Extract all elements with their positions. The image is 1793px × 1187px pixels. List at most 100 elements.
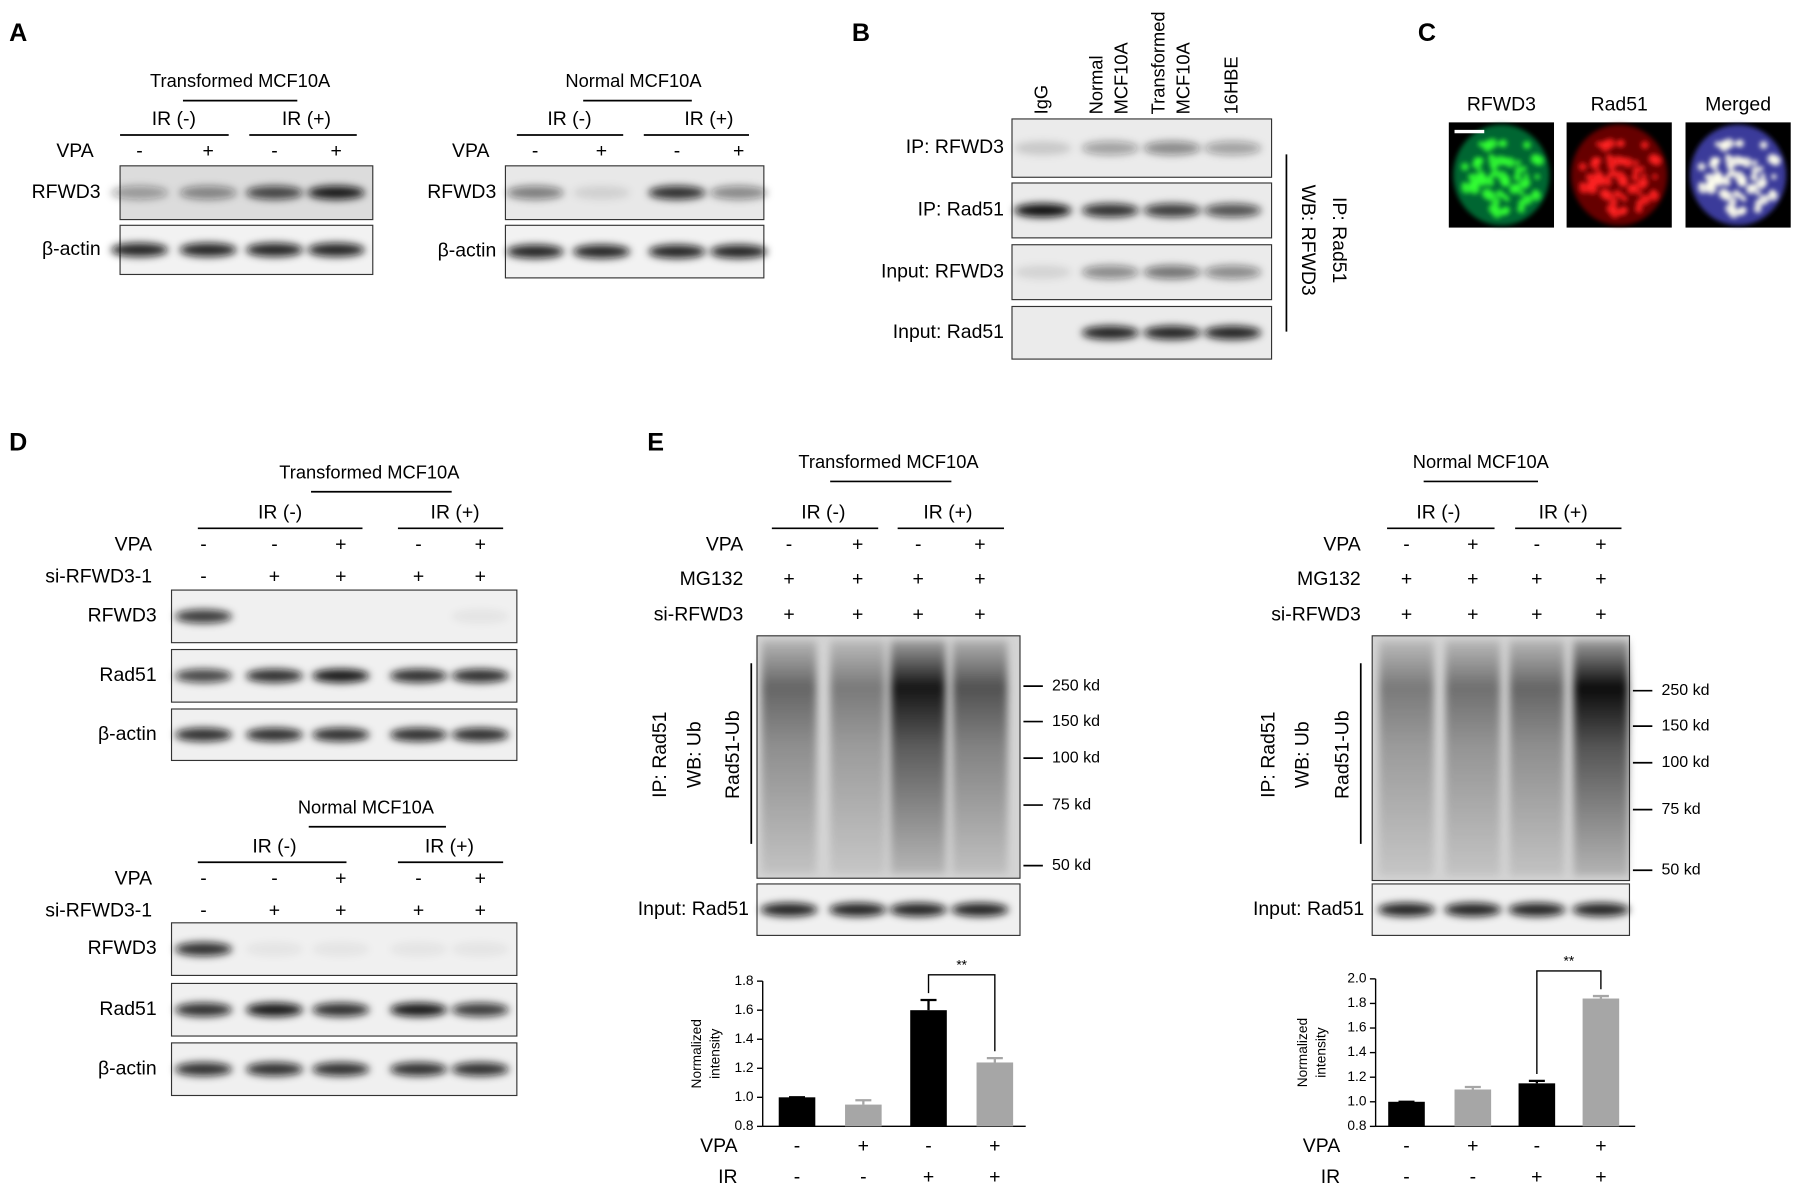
condition-sign: + xyxy=(989,1166,1000,1187)
focus xyxy=(1606,153,1612,160)
band xyxy=(312,727,370,742)
blot-bands xyxy=(174,609,509,624)
side-label: Rad51-Ub xyxy=(722,710,744,799)
y-tick-label: 1.0 xyxy=(734,1089,753,1104)
focus xyxy=(1767,190,1778,201)
lane-label: Transformed xyxy=(1147,11,1168,114)
foci xyxy=(1697,138,1781,219)
condition-sign: + xyxy=(335,900,346,922)
focus xyxy=(1492,207,1503,219)
lane-label: 16HBE xyxy=(1221,56,1242,114)
band xyxy=(389,727,448,742)
focus xyxy=(1758,194,1770,205)
band xyxy=(1143,265,1201,280)
band-label: β-actin xyxy=(98,1057,157,1079)
condition-label: VPA xyxy=(700,1135,737,1157)
marker-label: 50 kd xyxy=(1661,861,1700,878)
group-label: IR (+) xyxy=(431,502,480,524)
condition-sign: - xyxy=(786,534,792,556)
side-label: WB: RFWD3 xyxy=(1297,185,1319,296)
condition-sign: - xyxy=(532,140,538,162)
smear xyxy=(952,640,1008,874)
condition-sign: + xyxy=(974,534,985,556)
focus xyxy=(1771,173,1777,180)
focus xyxy=(1734,140,1741,147)
y-tick-label: 1.4 xyxy=(734,1031,753,1046)
bar xyxy=(1454,1089,1492,1127)
focus xyxy=(1738,206,1747,215)
lane-label: MCF10A xyxy=(1172,41,1193,114)
y-tick-label: 1.8 xyxy=(1347,995,1366,1010)
focus xyxy=(1710,156,1719,165)
band xyxy=(312,942,370,956)
focus xyxy=(1755,190,1761,196)
condition-label: VPA xyxy=(452,140,489,162)
focus xyxy=(1752,159,1758,166)
band xyxy=(312,1062,370,1077)
band-label: β-actin xyxy=(98,723,157,745)
condition-label: si-RFWD3-1 xyxy=(45,566,152,588)
blot-bands xyxy=(1014,141,1262,155)
side-label: IP: Rad51 xyxy=(649,712,671,798)
band xyxy=(648,244,706,259)
condition-sign: - xyxy=(1403,534,1409,556)
condition-sign: + xyxy=(733,140,744,162)
blot-title: Transformed MCF10A xyxy=(798,451,979,472)
focus xyxy=(1759,173,1766,179)
focus xyxy=(1522,141,1531,150)
image-label: Rad51 xyxy=(1591,93,1648,115)
focus xyxy=(1750,173,1759,182)
focus xyxy=(1485,190,1496,202)
band xyxy=(648,185,706,200)
blot-title: Transformed MCF10A xyxy=(279,461,460,482)
marker-label: 50 kd xyxy=(1052,857,1091,874)
significance-label: ** xyxy=(956,957,967,972)
band xyxy=(710,244,768,259)
condition-sign: - xyxy=(271,140,277,162)
marker-label: 100 kd xyxy=(1052,749,1100,766)
lane-label: IgG xyxy=(1031,85,1052,114)
y-tick-label: 0.8 xyxy=(1347,1118,1366,1133)
band xyxy=(174,609,233,624)
focus xyxy=(1496,170,1508,182)
focus xyxy=(1501,156,1510,165)
focus xyxy=(1722,178,1731,187)
marker-label: 150 kd xyxy=(1052,713,1100,730)
focus xyxy=(1745,183,1757,195)
condition-label: VPA xyxy=(115,534,152,556)
focus xyxy=(1759,141,1768,150)
focus xyxy=(1523,173,1529,179)
bar xyxy=(1582,998,1620,1127)
smear xyxy=(830,640,886,874)
condition-sign: - xyxy=(860,1166,866,1187)
focus xyxy=(1609,197,1618,206)
band xyxy=(1014,141,1072,155)
side-label: IP: Rad51 xyxy=(1257,712,1279,798)
panel-label: C xyxy=(1418,19,1436,47)
smears xyxy=(1379,640,1629,876)
focus xyxy=(1475,165,1482,172)
band xyxy=(245,1062,304,1077)
focus xyxy=(1733,170,1744,182)
condition-sign: + xyxy=(1595,1166,1606,1187)
focus xyxy=(1501,193,1508,199)
condition-sign: + xyxy=(1467,568,1478,590)
bar xyxy=(1388,1101,1425,1127)
bar xyxy=(845,1104,882,1127)
focus xyxy=(1606,172,1613,179)
condition-sign: - xyxy=(1403,1135,1409,1157)
blot-bands xyxy=(506,185,768,200)
panel-label: B xyxy=(852,19,870,47)
focus xyxy=(1728,197,1737,206)
bar xyxy=(976,1062,1014,1127)
focus xyxy=(1640,141,1649,150)
band xyxy=(1204,325,1262,340)
focus xyxy=(1631,173,1640,182)
condition-sign: + xyxy=(783,603,794,625)
focus xyxy=(1728,207,1740,219)
error-bar xyxy=(855,1099,872,1105)
condition-label: IR xyxy=(1321,1166,1340,1187)
y-tick-label: 1.2 xyxy=(734,1060,753,1075)
band xyxy=(1204,203,1262,218)
